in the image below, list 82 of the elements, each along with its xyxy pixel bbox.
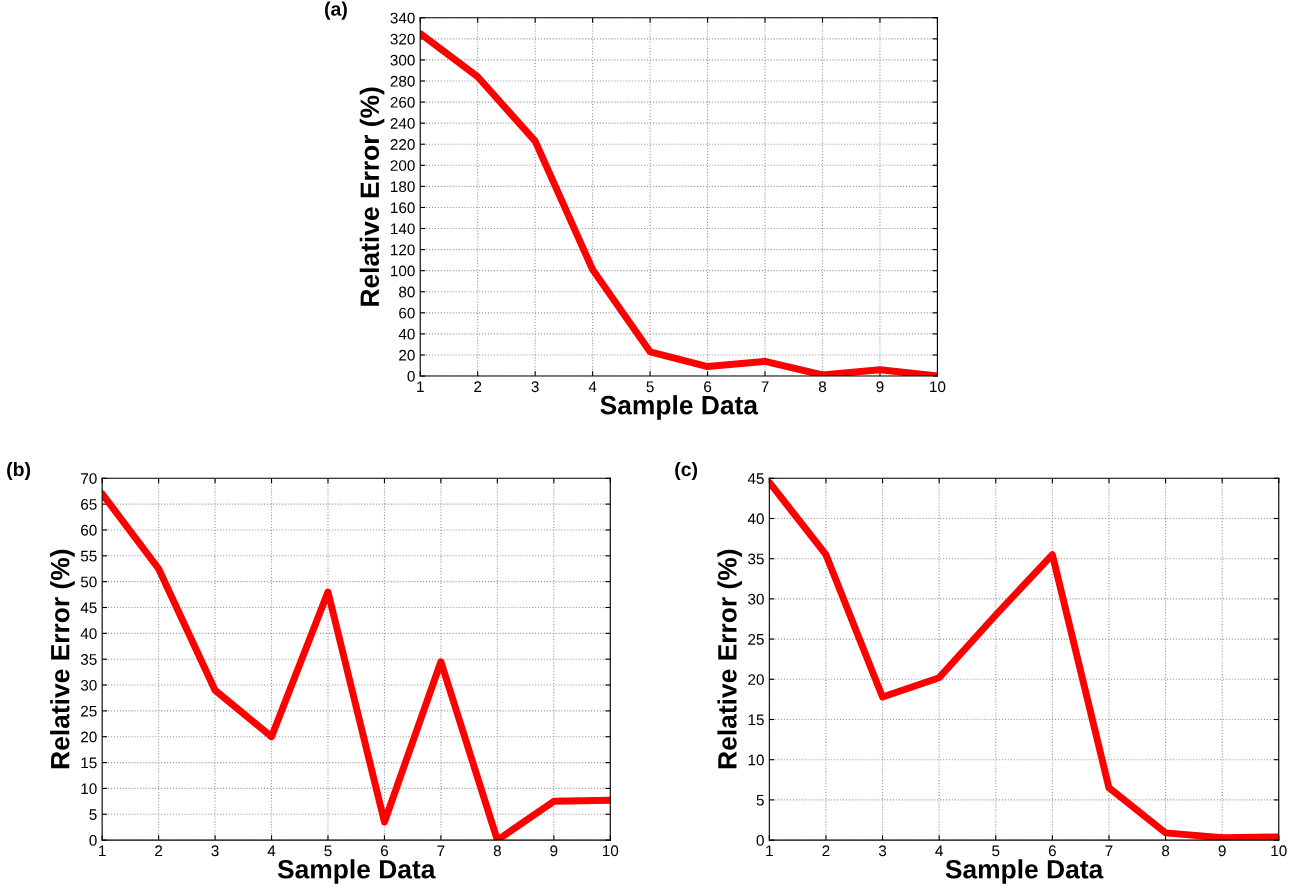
y-tick-label: 25 xyxy=(81,705,97,717)
x-tick-label: 2 xyxy=(474,381,482,392)
x-tick-label: 9 xyxy=(1218,845,1226,857)
y-axis-title: Relative Error (%) xyxy=(50,549,75,769)
x-tick-label: 4 xyxy=(267,845,276,857)
x-tick-label: 7 xyxy=(437,845,445,857)
x-tick-label: 1 xyxy=(417,381,424,392)
x-tick-label: 5 xyxy=(992,845,1000,857)
y-tick-label: 20 xyxy=(81,731,97,743)
x-tick-label: 8 xyxy=(818,381,827,393)
x-tick-label: 2 xyxy=(155,845,163,857)
x-tick-label: 7 xyxy=(1105,845,1113,857)
x-tick-label: 6 xyxy=(380,845,389,857)
text: (a) xyxy=(325,1,347,20)
x-tick-label: 7 xyxy=(761,381,769,392)
y-tick-label: 300 xyxy=(390,54,415,66)
x-tick-label: 5 xyxy=(646,381,654,393)
x-axis-title: Sample Data xyxy=(600,395,759,420)
y-tick-label: 140 xyxy=(391,223,415,235)
y-tick-label: 220 xyxy=(390,139,415,150)
x-tick-label: 3 xyxy=(211,845,219,857)
y-tick-label: 120 xyxy=(391,244,415,256)
y-tick-label: 40 xyxy=(398,328,415,340)
y-axis-title: Relative Error (%) xyxy=(359,87,385,306)
y-tick-label: 65 xyxy=(81,498,97,510)
y-tick-label: 160 xyxy=(391,202,415,214)
y-tick-label: 100 xyxy=(391,265,415,277)
y-tick-label: 45 xyxy=(80,602,97,614)
y-tick-label: 5 xyxy=(756,794,764,806)
x-tick-label: 10 xyxy=(930,381,946,393)
y-tick-label: 340 xyxy=(390,12,415,24)
text: (c) xyxy=(675,461,698,481)
y-tick-label: 60 xyxy=(81,524,97,536)
y-tick-label: 60 xyxy=(399,307,415,319)
y-tick-label: 40 xyxy=(747,513,764,525)
y-tick-label: 180 xyxy=(391,181,415,193)
y-tick-label: 55 xyxy=(80,550,97,562)
x-tick-label: 6 xyxy=(704,381,712,393)
y-tick-label: 240 xyxy=(390,118,415,129)
y-tick-label: 0 xyxy=(407,370,415,382)
y-tick-label: 15 xyxy=(81,757,97,769)
x-tick-label: 8 xyxy=(493,845,501,857)
y-axis-title: Relative Error (%) xyxy=(717,549,742,769)
x-tick-label: 10 xyxy=(1271,845,1287,857)
y-tick-label: 10 xyxy=(81,783,97,795)
x-tick-label: 5 xyxy=(324,845,332,857)
x-tick-label: 10 xyxy=(602,845,619,857)
y-tick-label: 15 xyxy=(748,714,764,726)
x-tick-label: 1 xyxy=(99,845,106,857)
y-tick-label: 260 xyxy=(390,96,415,108)
y-tick-label: 30 xyxy=(748,593,764,605)
y-tick-label: 70 xyxy=(81,473,97,484)
x-tick-label: 6 xyxy=(1048,845,1056,857)
y-tick-label: 25 xyxy=(748,633,764,645)
y-tick-label: 5 xyxy=(89,809,97,820)
x-tick-label: 9 xyxy=(876,381,884,393)
y-tick-label: 30 xyxy=(80,679,97,691)
x-tick-label: 1 xyxy=(766,845,773,857)
y-tick-label: 0 xyxy=(756,834,764,846)
y-tick-label: 320 xyxy=(390,33,415,45)
y-tick-label: 80 xyxy=(399,286,415,298)
y-tick-label: 10 xyxy=(748,754,764,766)
y-tick-label: 40 xyxy=(80,628,97,640)
x-tick-label: 3 xyxy=(531,381,539,393)
y-tick-label: 200 xyxy=(390,160,415,171)
y-tick-label: 280 xyxy=(390,75,415,87)
x-tick-label: 4 xyxy=(935,845,943,857)
x-axis-title: Sample Data xyxy=(277,859,436,884)
x-tick-label: 4 xyxy=(588,381,597,392)
y-tick-label: 20 xyxy=(399,349,415,361)
x-tick-label: 3 xyxy=(878,845,887,857)
y-tick-label: 45 xyxy=(747,473,764,484)
y-tick-label: 35 xyxy=(80,654,97,665)
text: (b) xyxy=(7,461,31,481)
y-tick-label: 35 xyxy=(748,553,764,565)
x-tick-label: 8 xyxy=(1161,845,1170,857)
x-tick-label: 9 xyxy=(550,845,558,857)
x-axis-title: Sample Data xyxy=(945,859,1104,884)
y-tick-label: 50 xyxy=(80,576,97,588)
y-tick-label: 0 xyxy=(89,834,97,846)
x-tick-label: 2 xyxy=(822,845,830,857)
y-tick-label: 20 xyxy=(748,674,764,685)
